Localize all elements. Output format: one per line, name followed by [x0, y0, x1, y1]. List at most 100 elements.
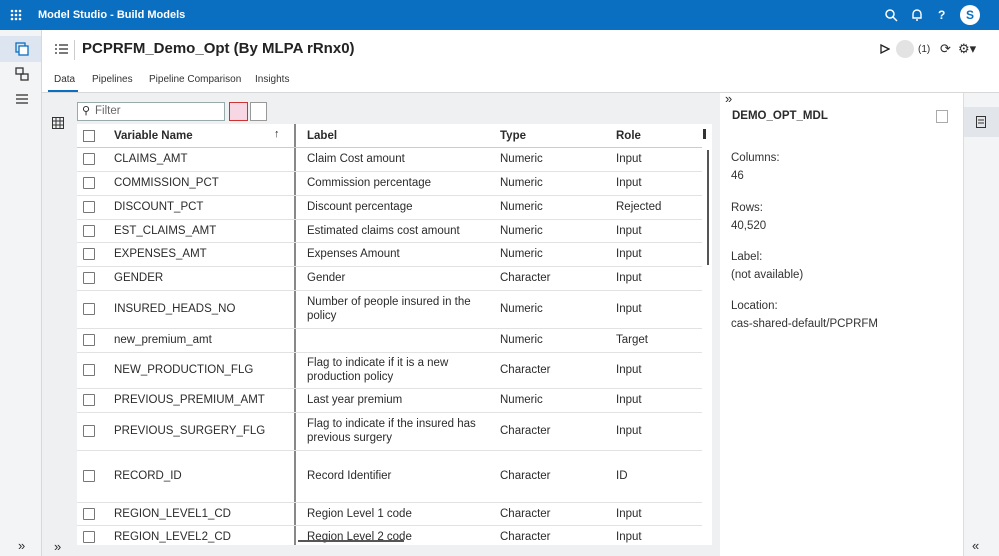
table-cell: COMMISSION_PCT [114, 171, 234, 195]
expand-left[interactable]: » [54, 539, 61, 554]
app-title: Model Studio - Build Models [38, 9, 185, 21]
table-cell: Gender [307, 266, 482, 290]
checkbox[interactable] [83, 225, 95, 237]
table-cell: Character [500, 352, 620, 388]
column-menu[interactable] [703, 129, 706, 139]
table-cell: Estimated claims cost amount [307, 219, 482, 242]
table-cell [307, 328, 482, 352]
table-cell: Input [616, 147, 712, 171]
filter-placeholder: Filter [95, 105, 121, 117]
checkbox[interactable] [83, 508, 95, 520]
checkbox[interactable] [83, 364, 95, 376]
tab[interactable]: Pipeline Comparison [149, 74, 241, 85]
variables-table: Variable NameLabelTypeRole↑CLAIMS_AMTCla… [77, 124, 712, 545]
filter-input[interactable]: ⚲ Filter [77, 102, 225, 121]
table-cell: Input [616, 412, 712, 450]
user-count: (1) [918, 44, 930, 55]
table-row: PREVIOUS_PREMIUM_AMTLast year premiumNum… [77, 388, 702, 412]
nav-pipelines[interactable] [15, 92, 29, 106]
sidebar: » [0, 30, 42, 556]
details-action[interactable] [936, 110, 948, 123]
table-cell: Last year premium [307, 388, 482, 412]
sort-arrow[interactable]: ↑ [274, 128, 280, 140]
table-cell: Region Level 1 code [307, 502, 482, 525]
run-button[interactable] [880, 44, 890, 54]
table-cell: PREVIOUS_PREMIUM_AMT [114, 388, 234, 412]
table-cell: Numeric [500, 171, 620, 195]
nav-projects[interactable] [15, 42, 29, 56]
table-cell: REGION_LEVEL2_CD [114, 525, 234, 545]
checkbox[interactable] [83, 248, 95, 260]
tab[interactable]: Insights [255, 74, 289, 85]
table-cell: PREVIOUS_SURGERY_FLG [114, 412, 234, 450]
table-cell: Numeric [500, 219, 620, 242]
users-icon[interactable] [896, 40, 914, 58]
table-cell: Commission percentage [307, 171, 482, 195]
help-icon[interactable]: ? [938, 8, 945, 22]
top-bar: Model Studio - Build Models ? S [0, 0, 999, 30]
refresh-icon[interactable]: ⟳ [940, 41, 951, 57]
collapse-rail[interactable]: « [972, 538, 979, 553]
table-cell: Expenses Amount [307, 242, 482, 266]
table-cell: Number of people insured in the policy [307, 290, 482, 328]
table-view-icon[interactable] [52, 117, 64, 129]
tab[interactable]: Data [54, 74, 75, 85]
vertical-scrollbar[interactable] [707, 150, 709, 265]
checkbox[interactable] [83, 153, 95, 165]
table-cell: REGION_LEVEL1_CD [114, 502, 234, 525]
column-header[interactable]: Label [307, 124, 337, 147]
checkbox[interactable] [83, 201, 95, 213]
column-header[interactable]: Role [616, 124, 641, 147]
horizontal-scrollbar[interactable] [298, 540, 404, 542]
table-cell: Input [616, 352, 712, 388]
notifications-icon[interactable] [910, 8, 924, 22]
table-cell: Discount percentage [307, 195, 482, 219]
checkbox[interactable] [83, 394, 95, 406]
table-cell: new_premium_amt [114, 328, 234, 352]
table-cell: Numeric [500, 328, 620, 352]
user-avatar[interactable]: S [960, 5, 980, 25]
table-cell: Numeric [500, 147, 620, 171]
tab[interactable]: Pipelines [92, 74, 133, 85]
settings-icon[interactable]: ⚙▾ [958, 41, 976, 57]
table-cell: Numeric [500, 290, 620, 328]
column-header[interactable]: Type [500, 124, 526, 147]
table-row: NEW_PRODUCTION_FLGFlag to indicate if it… [77, 352, 702, 388]
table-row: EST_CLAIMS_AMTEstimated claims cost amou… [77, 219, 702, 242]
apps-menu[interactable] [10, 9, 22, 21]
field-label: Columns: [731, 152, 780, 164]
checkbox[interactable] [83, 130, 95, 142]
table-row: INSURED_HEADS_NONumber of people insured… [77, 290, 702, 328]
checkbox[interactable] [83, 177, 95, 189]
checkbox[interactable] [83, 303, 95, 315]
column-toggle[interactable] [250, 102, 267, 121]
table-cell: Input [616, 388, 712, 412]
checkbox[interactable] [83, 531, 95, 543]
table-cell: DISCOUNT_PCT [114, 195, 234, 219]
table-cell: Character [500, 525, 620, 545]
table-row: GENDERGenderCharacterInput [77, 266, 702, 290]
table-cell: Input [616, 171, 712, 195]
checkbox[interactable] [83, 470, 95, 482]
checkbox[interactable] [83, 334, 95, 346]
collapse-details[interactable]: » [725, 91, 732, 106]
menu-icon[interactable] [55, 43, 69, 55]
table-cell: NEW_PRODUCTION_FLG [114, 352, 234, 388]
column-header[interactable]: Variable Name [114, 124, 193, 147]
properties-icon[interactable] [976, 116, 986, 128]
expand-sidebar[interactable]: » [18, 538, 25, 553]
checkbox[interactable] [83, 425, 95, 437]
table-cell: Rejected [616, 195, 712, 219]
table-cell: Character [500, 266, 620, 290]
divider [74, 40, 75, 60]
table-cell: Numeric [500, 195, 620, 219]
table-cell: Flag to indicate if the insured has prev… [307, 412, 482, 450]
nav-data[interactable] [15, 67, 29, 81]
search-icon[interactable] [884, 8, 898, 22]
table-row: PREVIOUS_SURGERY_FLG Flag to indicate if … [77, 412, 702, 450]
grid-toggle[interactable] [229, 102, 248, 121]
checkbox[interactable] [83, 272, 95, 284]
field-label: Label: [731, 251, 762, 263]
